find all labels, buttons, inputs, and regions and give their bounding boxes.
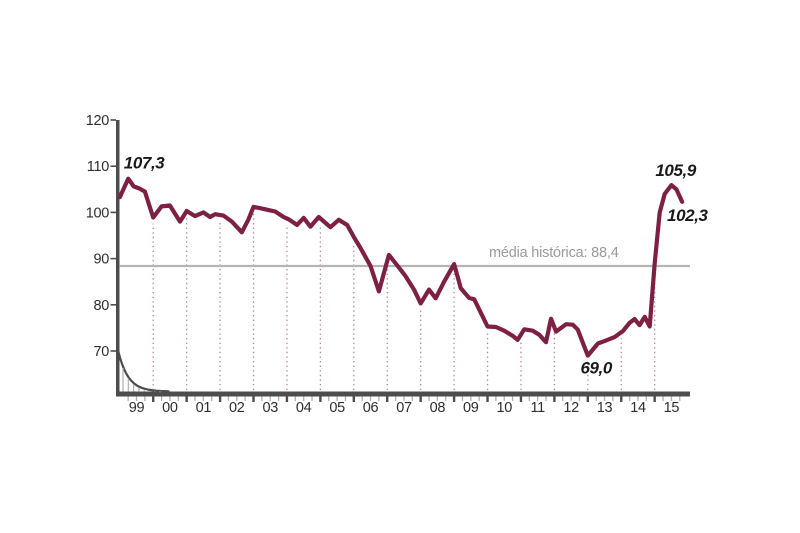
x-tick-label: 12 <box>563 400 579 416</box>
y-axis <box>116 120 120 397</box>
x-tick-label: 04 <box>296 400 312 416</box>
data-series-line <box>117 176 685 358</box>
x-tick-label: 05 <box>329 400 345 416</box>
y-tick-label: 90 <box>93 252 109 268</box>
y-tick-label: 80 <box>93 298 109 314</box>
x-tick-label: 10 <box>496 400 512 416</box>
x-tick-label: 09 <box>463 400 479 416</box>
annotation-label: 107,3 <box>124 154 165 173</box>
x-tick-label: 15 <box>664 400 680 416</box>
annotation-label: 102,3 <box>667 206 708 225</box>
x-tick-label: 99 <box>129 400 145 416</box>
x-tick-label: 03 <box>262 400 278 416</box>
annotation-label: 69,0 <box>580 359 612 378</box>
x-tick-label: 07 <box>396 400 412 416</box>
annotation-label: 105,9 <box>655 161 696 180</box>
reference-line-label: média histórica: 88,4 <box>489 245 619 261</box>
x-tick-label: 06 <box>363 400 379 416</box>
y-tick-label: 110 <box>87 159 109 175</box>
x-tick-label: 08 <box>430 400 446 416</box>
y-tick-label: 70 <box>93 344 109 360</box>
y-tick-label: 100 <box>86 205 110 221</box>
x-tick-label: 13 <box>597 400 613 416</box>
x-tick-label: 11 <box>530 400 545 416</box>
x-tick-label: 14 <box>630 400 646 416</box>
x-axis <box>116 391 690 397</box>
x-tick-label: 02 <box>229 400 245 416</box>
y-tick-label: 120 <box>86 113 110 129</box>
x-tick-label: 00 <box>162 400 178 416</box>
axis-corner-swoosh <box>117 350 170 393</box>
x-tick-label: 01 <box>196 400 212 416</box>
